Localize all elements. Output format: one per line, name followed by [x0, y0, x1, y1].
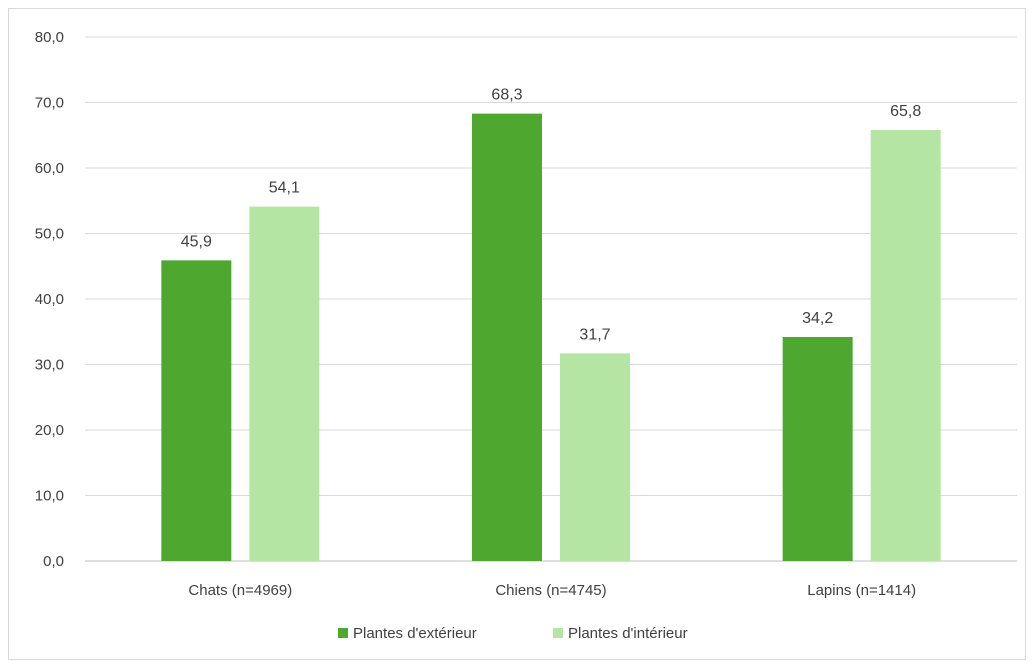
- bars: [161, 113, 941, 561]
- y-tick-label: 40,0: [35, 291, 64, 308]
- bar: [249, 206, 320, 561]
- y-tick-label: 50,0: [35, 226, 64, 243]
- legend-swatch: [338, 628, 348, 638]
- legend-label: Plantes d'intérieur: [568, 625, 688, 642]
- legend: Plantes d'extérieur Plantes d'intérieur: [338, 625, 688, 642]
- y-tick-label: 60,0: [35, 160, 64, 177]
- y-tick-label: 0,0: [43, 553, 64, 570]
- data-labels: 45,9 54,1 68,3 31,7 34,2 65,8: [181, 87, 922, 344]
- data-label: 34,2: [802, 310, 833, 327]
- y-tick-label: 10,0: [35, 488, 64, 505]
- bar: [161, 260, 232, 561]
- x-tick-label: Lapins (n=1414): [807, 582, 916, 599]
- y-tick-label: 30,0: [35, 357, 64, 374]
- data-label: 54,1: [269, 180, 300, 197]
- bar: [560, 353, 630, 561]
- legend-label: Plantes d'extérieur: [353, 625, 477, 642]
- x-tick-label: Chats (n=4969): [188, 582, 292, 599]
- y-tick-label: 20,0: [35, 422, 64, 439]
- legend-swatch: [553, 628, 563, 638]
- y-tick-label: 70,0: [35, 95, 64, 112]
- data-label: 45,9: [181, 233, 212, 250]
- bar: [782, 336, 853, 561]
- y-tick-label: 80,0: [35, 29, 64, 46]
- data-label: 68,3: [491, 87, 522, 104]
- bar: [870, 130, 941, 561]
- bar: [472, 113, 542, 561]
- x-axis: Chats (n=4969) Chiens (n=4745) Lapins (n=1…: [188, 582, 916, 599]
- y-axis: 0,0 10,0 20,0 30,0 40,0 50,0 60,0 70,0 80,0: [35, 29, 64, 570]
- gridlines: [85, 36, 1017, 562]
- x-tick-label: Chiens (n=4745): [495, 582, 606, 599]
- data-label: 65,8: [890, 103, 921, 120]
- data-label: 31,7: [579, 326, 610, 343]
